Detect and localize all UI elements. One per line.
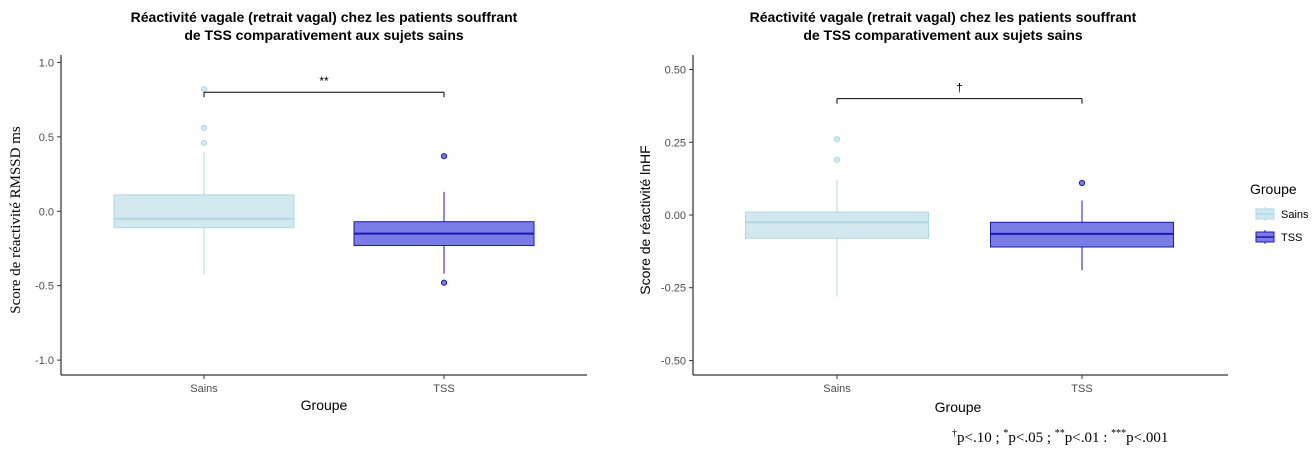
chart-title-line2: de TSS comparativement aux sujets sains xyxy=(184,27,464,43)
y-tick-label: 0.50 xyxy=(665,65,686,77)
outlier-point xyxy=(440,279,448,286)
y-tick-label: 0.00 xyxy=(665,210,686,222)
x-tick-label: TSS xyxy=(1071,383,1092,395)
outlier-point xyxy=(200,139,208,146)
outlier-point xyxy=(1078,179,1086,187)
significance-bracket: † xyxy=(836,81,1083,104)
y-tick-label: -1.0 xyxy=(35,355,54,367)
box-iqr xyxy=(745,211,929,239)
x-axis-label: Groupe xyxy=(935,399,982,415)
y-tick-label: 1.0 xyxy=(39,57,54,69)
y-axis-label: Score de réactivité RMSSD ms xyxy=(8,126,24,314)
significance-bracket: ** xyxy=(203,74,445,98)
x-tick-label: Sains xyxy=(823,383,851,395)
significance-label: † xyxy=(956,81,963,95)
chart-title-line1: Réactivité vagale (retrait vagal) chez l… xyxy=(131,9,518,25)
legend-label: Sains xyxy=(1281,209,1309,221)
x-axis-label: Groupe xyxy=(301,397,348,413)
chart-panel-rmssd: Réactivité vagale (retrait vagal) chez l… xyxy=(8,9,587,413)
legend-item-sains: Sains xyxy=(1255,207,1309,221)
y-tick-label: -0.5 xyxy=(35,281,54,293)
legend-item-tss: TSS xyxy=(1255,230,1302,244)
y-axis-label: Score de réactivité lnHF xyxy=(637,145,653,294)
box-iqr xyxy=(113,194,295,229)
outlier-point xyxy=(440,153,448,160)
outlier-point xyxy=(833,156,841,163)
y-tick-label: 0.25 xyxy=(665,137,686,149)
legend: Groupe Sains TSS xyxy=(1250,181,1309,244)
chart-title-line1: Réactivité vagale (retrait vagal) chez l… xyxy=(750,9,1137,25)
legend-label: TSS xyxy=(1281,232,1302,244)
outlier-point xyxy=(833,136,841,143)
y-tick-label: 0.0 xyxy=(39,206,54,218)
x-tick-label: Sains xyxy=(190,383,218,395)
y-tick-label: -0.25 xyxy=(661,283,686,295)
box-sains xyxy=(113,86,295,274)
x-tick-label: TSS xyxy=(433,383,454,395)
chart-panel-lnhf: Réactivité vagale (retrait vagal) chez l… xyxy=(637,9,1228,415)
y-tick-label: 0.5 xyxy=(39,132,54,144)
chart-title-line2: de TSS comparativement aux sujets sains xyxy=(803,27,1083,43)
box-tss xyxy=(990,179,1174,271)
significance-footnote: †p<.10 ; *p<.05 ; **p<.01 : ***p<.001 xyxy=(952,428,1169,446)
box-tss xyxy=(353,153,535,286)
legend-title: Groupe xyxy=(1250,181,1297,197)
box-sains xyxy=(745,136,929,297)
outlier-point xyxy=(200,124,208,132)
outlier-point xyxy=(200,86,208,93)
y-tick-label: -0.50 xyxy=(661,355,686,367)
significance-label: ** xyxy=(319,74,329,88)
